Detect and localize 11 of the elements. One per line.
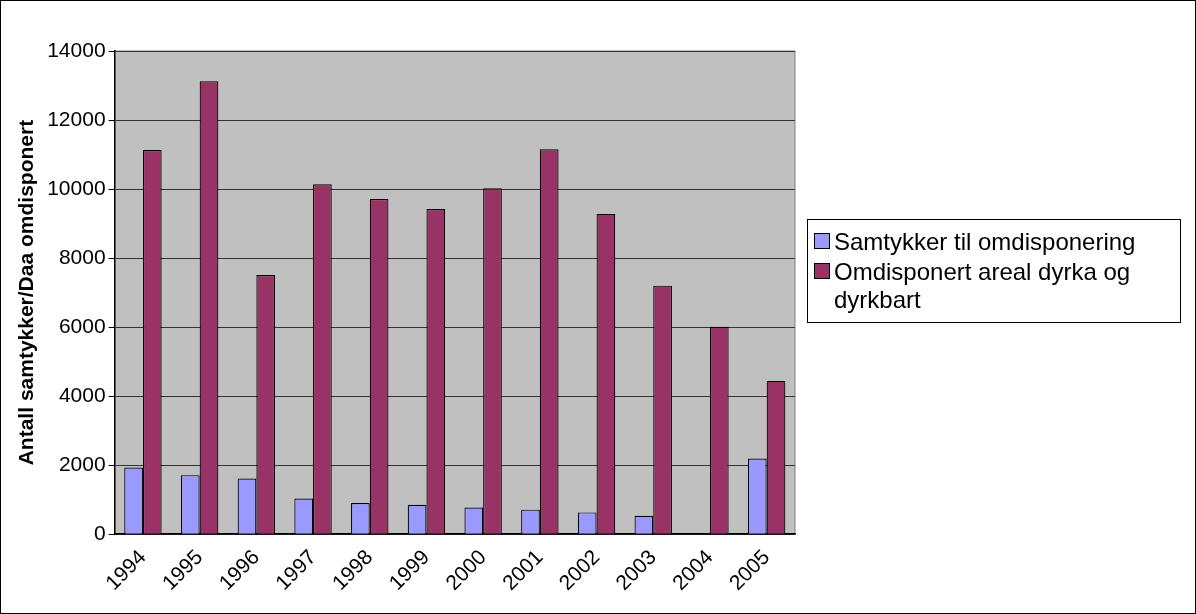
legend-label: Samtykker til omdisponering bbox=[834, 228, 1136, 256]
y-tick-label: 10000 bbox=[47, 175, 106, 199]
y-tick-label: 12000 bbox=[47, 106, 106, 130]
y-tick-label: 0 bbox=[93, 520, 106, 544]
y-tick-label: 6000 bbox=[58, 313, 106, 337]
y-tick-label: 8000 bbox=[58, 244, 106, 268]
y-tick-label: 4000 bbox=[58, 382, 106, 406]
y-tick-label: 14000 bbox=[47, 37, 106, 61]
legend-label: Omdisponert areal dyrka og dyrkbart bbox=[834, 258, 1132, 314]
y-tick-label: 2000 bbox=[58, 451, 106, 475]
y-axis-title: Antall samtykker/Daa omdisponert bbox=[14, 119, 38, 466]
